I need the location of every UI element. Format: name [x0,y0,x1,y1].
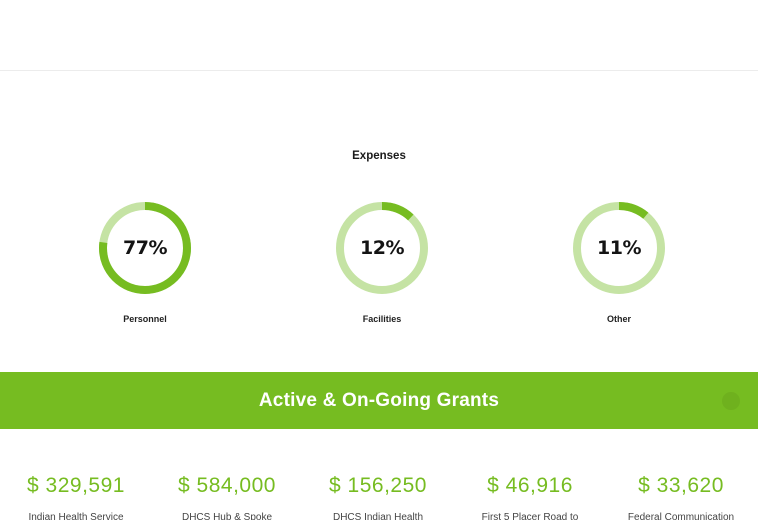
expense-percent: 11% [597,237,641,259]
grant-amount: $ 33,620 [638,474,724,497]
grant-item[interactable]: $ 584,000 DHCS Hub & Spoke [152,472,302,520]
expense-percent: 12% [360,237,404,259]
grant-name: First 5 Placer Road to [481,512,579,520]
grants-title: Active & On-Going Grants [258,390,500,411]
grant-amount: $ 156,250 [329,474,427,497]
donut-fill [99,202,191,294]
grant-name: DHCS Hub & Spoke [181,512,273,520]
grant-item[interactable]: $ 329,591 Indian Health Service [1,472,151,520]
donut-chart-other [573,202,665,294]
grants-banner: Active & On-Going Grants [0,372,758,429]
donut-chart-personnel [99,202,191,294]
expenses-title: Expenses [352,150,406,162]
expense-donut-personnel: 77% [97,200,193,296]
grant-item[interactable]: $ 156,250 DHCS Indian Health [303,472,453,520]
header-band [0,0,758,71]
grant-amount: $ 46,916 [487,474,573,497]
expense-label: Facilities [362,314,402,324]
expense-donut-facilities: 12% [334,200,430,296]
carousel-nav-icon[interactable] [722,392,740,410]
grant-name: Indian Health Service [28,512,124,520]
grant-item[interactable]: $ 46,916 First 5 Placer Road to [455,472,605,520]
grant-amount: $ 329,591 [27,474,125,497]
grant-name: Federal Communication [627,512,735,520]
expense-label: Personnel [123,314,167,324]
donut-fill [573,202,665,294]
grant-item[interactable]: $ 33,620 Federal Communication [606,472,756,520]
expense-label: Other [606,314,631,324]
donut-chart-facilities [336,202,428,294]
grant-amount: $ 584,000 [178,474,276,497]
expense-donut-other: 11% [571,200,667,296]
expense-percent: 77% [123,237,167,259]
donut-fill [336,202,428,294]
grant-name: DHCS Indian Health [332,512,424,520]
